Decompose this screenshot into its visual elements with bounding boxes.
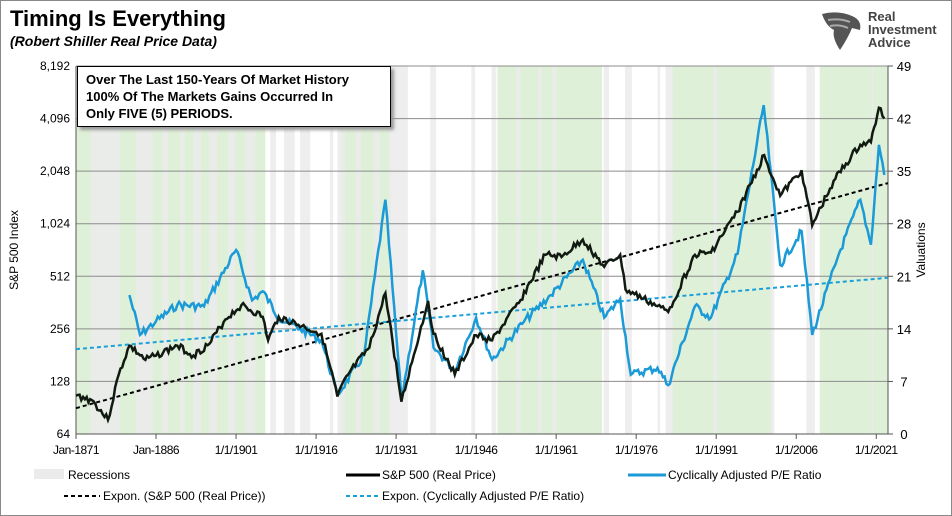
y-right-tick-label: 28 <box>897 217 911 232</box>
annotation-line: Over The Last 150-Years Of Market Histor… <box>86 72 350 87</box>
recession-band <box>245 66 256 434</box>
y-left-tick-label: 512 <box>50 269 70 283</box>
recession-band <box>300 66 311 434</box>
recession-band <box>329 66 334 434</box>
y-right-tick-label: 49 <box>897 59 911 74</box>
y-right-tick-label: 14 <box>897 322 911 337</box>
legend-label: Expon. (Cyclically Adjusted P/E Ratio) <box>382 489 584 503</box>
y-left-tick-label: 256 <box>50 322 70 336</box>
y-right-tick-label: 21 <box>897 269 911 284</box>
eagle-logo-icon <box>822 12 861 50</box>
recession-band <box>90 66 120 434</box>
legend-label: S&P 500 (Real Price) <box>382 468 496 482</box>
y-right-tick-label: 7 <box>900 374 907 389</box>
annotation-line: 100% Of The Markets Gains Occurred In <box>86 89 334 104</box>
recession-band <box>162 66 169 434</box>
recession-band <box>552 66 557 434</box>
recession-band <box>373 66 380 434</box>
legend-label: Cyclically Adjusted P/E Ratio <box>668 468 822 482</box>
y-left-tick-label: 128 <box>50 374 70 388</box>
recession-band <box>603 66 609 434</box>
y-left-tick-label: 1,024 <box>40 217 70 231</box>
recession-band <box>624 66 632 434</box>
green-period-band <box>819 66 888 434</box>
sp500-line <box>75 106 886 424</box>
legend-label: Recessions <box>68 468 130 482</box>
logo-line: Real <box>868 9 896 24</box>
y-left-tick-label: 64 <box>57 427 71 441</box>
recession-band <box>270 66 277 434</box>
x-tick-label: 1/1/1991 <box>695 443 739 457</box>
recession-band <box>430 66 437 434</box>
green-period-band <box>671 66 773 434</box>
annotation-box: Over The Last 150-Years Of Market Histor… <box>77 66 391 127</box>
logo-line: Advice <box>868 35 911 50</box>
recession-band <box>208 66 218 434</box>
chart-subtitle: (Robert Shiller Real Price Data) <box>10 33 217 49</box>
recession-band <box>355 66 362 434</box>
logo-text: Real Investment Advice <box>868 10 937 49</box>
x-tick-label: 1/1/1946 <box>455 443 499 457</box>
x-tick-label: 1/1/1916 <box>295 443 339 457</box>
recession-band <box>871 66 874 434</box>
y-right-axis-label: Valuations <box>914 222 928 277</box>
recession-band <box>806 66 815 434</box>
annotation-line: Only FIVE (5) PERIODS. <box>86 106 233 121</box>
recession-band <box>284 66 295 434</box>
recession-band <box>538 66 542 434</box>
chart-title: Timing Is Everything <box>10 6 226 31</box>
y-left-axis-label: S&P 500 Index <box>7 210 21 290</box>
recession-band <box>228 66 236 434</box>
recession-band <box>516 66 521 434</box>
recession-band <box>337 66 346 434</box>
recession-band <box>193 66 202 434</box>
x-tick-label: 1/1/2006 <box>775 443 819 457</box>
x-tick-label: Jan-1886 <box>133 443 180 457</box>
recession-band <box>770 66 775 434</box>
x-tick-label: 1/1/1931 <box>375 443 419 457</box>
x-tick-label: 1/1/1901 <box>215 443 259 457</box>
legend-swatch-recessions <box>34 469 64 479</box>
x-tick-label: 1/1/1976 <box>615 443 659 457</box>
y-right-tick-label: 0 <box>900 427 907 442</box>
logo: Real Investment Advice <box>818 8 948 52</box>
y-left-tick-label: 8,192 <box>40 59 70 73</box>
legend-label: Expon. (S&P 500 (Real Price)) <box>103 489 266 503</box>
green-period-band <box>497 66 603 434</box>
x-tick-label: Jan-1871 <box>53 443 100 457</box>
y-left-tick-label: 4,096 <box>40 112 70 126</box>
y-right-tick-label: 42 <box>897 112 911 127</box>
logo-line: Investment <box>868 22 937 37</box>
recession-band <box>657 66 661 434</box>
cape-line <box>128 104 886 401</box>
recession-band <box>180 66 185 434</box>
sp500-trendline <box>75 182 889 410</box>
y-right-tick-label: 35 <box>897 164 911 179</box>
recession-band <box>491 66 497 434</box>
recession-band <box>665 66 673 434</box>
x-tick-label: 1/1/2021 <box>855 443 899 457</box>
y-left-tick-label: 2,048 <box>40 164 70 178</box>
recession-band <box>471 66 476 434</box>
x-tick-label: 1/1/1961 <box>535 443 579 457</box>
